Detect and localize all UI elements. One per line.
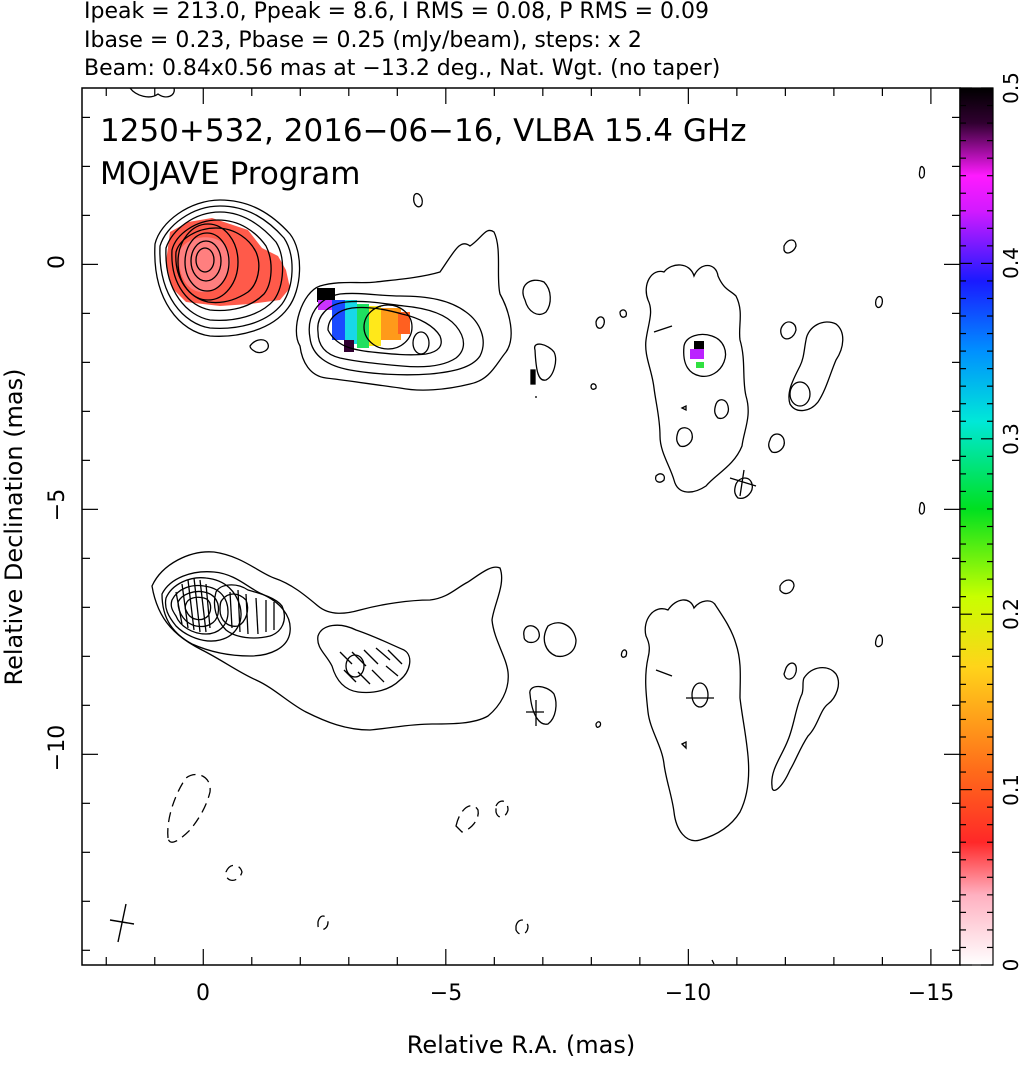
x-tick-label-2: −10: [665, 981, 711, 1006]
knot-dark-patch: [344, 340, 354, 352]
outer-contours: [645, 165, 926, 515]
marker-knot: [530, 369, 536, 385]
beam-marker: [109, 903, 135, 943]
colorbar-tick-label-3: 0.3: [999, 423, 1021, 455]
knot-orange-patch: [381, 308, 401, 340]
outer-knot-black-patch: [694, 341, 704, 349]
core-contours: [129, 87, 301, 354]
y-axis-ticks: [82, 116, 960, 951]
chart-subtitle: MOJAVE Program: [100, 156, 360, 192]
colorbar-tick-label-0: 0: [999, 959, 1021, 972]
knot-green-patch: [357, 304, 369, 348]
evpa-ticks: [175, 577, 544, 726]
header-line-3: Beam: 0.84x0.56 mas at −13.2 deg., Nat. …: [84, 56, 720, 81]
knot-purple-patch: [318, 300, 332, 310]
core-pol-highlight: [179, 237, 231, 293]
y-tick-label-0: 0: [45, 255, 70, 269]
x-tick-label-0: 0: [196, 981, 210, 1006]
y-tick-label-2: −10: [45, 725, 70, 771]
negative-contours: [167, 773, 529, 935]
knot-black-patch: [317, 288, 335, 302]
bottom-contours: [151, 551, 628, 731]
colorbar-tick-label-4: 0.4: [999, 247, 1021, 279]
colorbar-ticks: [960, 87, 993, 966]
header-line-2: Ibase = 0.23, Pbase = 0.25 (mJy/beam), s…: [84, 28, 642, 53]
bottom-outer-contours: [644, 579, 884, 965]
jet-contours: [295, 192, 628, 391]
chart-title: 1250+532, 2016−06−16, VLBA 15.4 GHz: [100, 113, 746, 149]
polarization-patches: [166, 218, 704, 368]
outer-knot-purple-patch: [690, 349, 704, 359]
colorbar-tick-label-2: 0.2: [999, 598, 1021, 630]
top-markers: [530, 325, 757, 497]
knot-yellow-patch: [369, 306, 381, 346]
x-tick-label-3: −15: [908, 981, 954, 1006]
x-axis-ticks: [105, 88, 932, 965]
y-tick-label-1: −5: [45, 489, 70, 521]
knot-cyan-patch: [345, 300, 357, 344]
x-axis-label: Relative R.A. (mas): [407, 1031, 635, 1059]
outer-knot-green-patch: [696, 362, 704, 368]
bottom-panel: [109, 551, 884, 965]
top-panel: [129, 87, 926, 515]
colorbar-tick-label-5: 0.5: [999, 72, 1021, 104]
header-line-1: Ipeak = 213.0, Ppeak = 8.6, I RMS = 0.08…: [84, 0, 709, 24]
colorbar-tick-label-1: 0.1: [999, 774, 1021, 806]
knot-red-patch: [398, 312, 410, 334]
y-axis-label: Relative Declination (mas): [0, 368, 28, 685]
x-tick-label-1: −5: [430, 981, 462, 1006]
knot-blue-patch: [332, 300, 346, 340]
